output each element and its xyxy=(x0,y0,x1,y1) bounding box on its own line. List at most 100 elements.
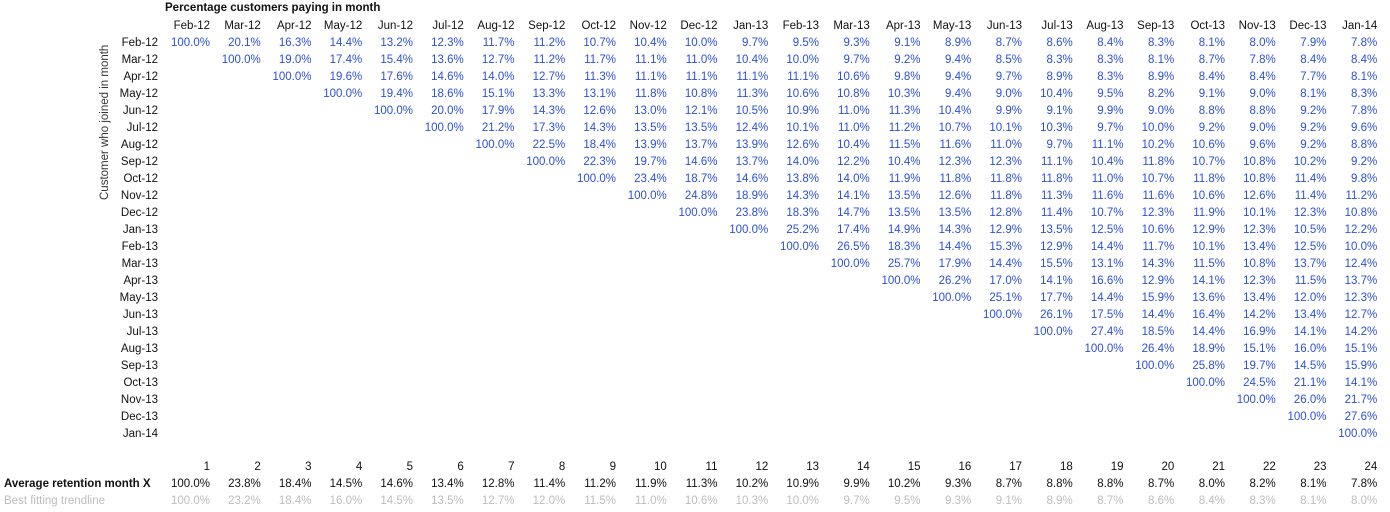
retention-cell: 10.8% xyxy=(1243,173,1276,185)
row-header: Apr-12 xyxy=(123,71,158,83)
retention-cell: 8.3% xyxy=(1046,54,1073,66)
column-header: Jun-12 xyxy=(377,20,413,32)
retention-cell: 11.0% xyxy=(685,54,718,66)
retention-cell: 11.3% xyxy=(1040,190,1073,202)
month-number: 6 xyxy=(457,461,464,473)
average-value: 7.8% xyxy=(1351,478,1378,490)
row-header: Dec-12 xyxy=(120,207,158,219)
row-header: Nov-12 xyxy=(120,190,158,202)
trendline-value: 13.5% xyxy=(431,495,464,507)
retention-cell: 14.3% xyxy=(786,190,819,202)
retention-cell: 11.0% xyxy=(837,122,870,134)
trendline-value: 9.1% xyxy=(995,495,1022,507)
retention-cell: 9.7% xyxy=(1046,139,1073,151)
column-header: Jun-13 xyxy=(986,20,1022,32)
month-number: 3 xyxy=(305,461,312,473)
retention-cell: 7.7% xyxy=(1300,71,1327,83)
row-header: Oct-13 xyxy=(123,377,158,389)
retention-cell: 10.8% xyxy=(1243,156,1276,168)
month-number: 4 xyxy=(355,461,363,473)
row-header: Jun-12 xyxy=(122,105,158,117)
retention-cell: 10.6% xyxy=(786,88,819,100)
column-header: Jul-13 xyxy=(1041,20,1073,32)
retention-cell: 25.2% xyxy=(786,224,819,236)
retention-cell: 13.9% xyxy=(735,139,769,151)
retention-cell: 9.7% xyxy=(843,54,870,66)
average-value: 12.8% xyxy=(481,478,515,490)
retention-cell: 11.4% xyxy=(1040,207,1073,219)
retention-cell: 22.3% xyxy=(583,156,616,168)
retention-cell: 11.5% xyxy=(888,139,921,151)
retention-cell: 10.3% xyxy=(1040,122,1073,134)
retention-cell: 12.3% xyxy=(1141,207,1175,219)
retention-cell: 12.4% xyxy=(1344,258,1378,270)
retention-cell: 8.6% xyxy=(1046,37,1073,49)
retention-cell: 10.1% xyxy=(989,122,1022,134)
retention-cell: 11.7% xyxy=(584,54,616,66)
retention-cell: 14.1% xyxy=(837,190,870,202)
retention-cell: 12.2% xyxy=(837,156,870,168)
retention-cell: 13.6% xyxy=(431,54,464,66)
retention-cell: 10.4% xyxy=(735,54,769,66)
row-header: Jul-13 xyxy=(126,326,158,338)
retention-cell: 11.2% xyxy=(533,37,566,49)
retention-cell: 10.0% xyxy=(1344,241,1378,253)
average-value: 8.7% xyxy=(1148,478,1175,490)
retention-cell: 10.4% xyxy=(1040,88,1073,100)
retention-cell: 10.7% xyxy=(1192,156,1225,168)
retention-cell: 9.0% xyxy=(1249,122,1276,134)
column-header: Nov-13 xyxy=(1238,20,1276,32)
retention-cell: 11.3% xyxy=(736,88,769,100)
retention-cell: 100.0% xyxy=(982,309,1022,321)
retention-cell: 9.5% xyxy=(792,37,819,49)
retention-cell: 9.0% xyxy=(995,88,1022,100)
retention-cell: 10.7% xyxy=(583,37,616,49)
trendline-value: 8.1% xyxy=(1300,495,1327,507)
retention-cell: 17.9% xyxy=(938,258,972,270)
retention-cell: 10.0% xyxy=(684,37,718,49)
column-header: Jan-14 xyxy=(1342,20,1378,32)
retention-cell: 17.4% xyxy=(837,224,870,236)
retention-cell: 13.6% xyxy=(1192,292,1225,304)
row-header: Jul-12 xyxy=(126,122,158,134)
retention-cell: 25.1% xyxy=(989,292,1022,304)
retention-cell: 100.0% xyxy=(475,139,515,151)
retention-cell: 10.3% xyxy=(887,88,921,100)
retention-cell: 14.3% xyxy=(938,224,972,236)
retention-cell: 8.4% xyxy=(1300,54,1327,66)
retention-cell: 12.9% xyxy=(1141,275,1175,287)
retention-cell: 8.8% xyxy=(1249,105,1276,117)
retention-cell: 12.4% xyxy=(735,122,769,134)
retention-cell: 16.6% xyxy=(1090,275,1124,287)
row-header: Jun-13 xyxy=(122,309,158,321)
column-header: Sep-13 xyxy=(1137,20,1175,32)
retention-cell: 14.4% xyxy=(1090,292,1124,304)
retention-cell: 14.6% xyxy=(735,173,769,185)
retention-cell: 13.5% xyxy=(938,207,972,219)
retention-cell: 13.5% xyxy=(887,190,921,202)
retention-cell: 10.4% xyxy=(1090,156,1124,168)
retention-cell: 100.0% xyxy=(576,173,616,185)
retention-cell: 11.0% xyxy=(990,139,1022,151)
retention-cell: 14.3% xyxy=(583,122,616,134)
retention-cell: 8.2% xyxy=(1148,88,1175,100)
retention-cell: 12.7% xyxy=(481,54,515,66)
average-value: 14.6% xyxy=(380,478,413,490)
row-header: May-13 xyxy=(119,292,158,304)
retention-cell: 11.0% xyxy=(1091,173,1124,185)
retention-cell: 11.2% xyxy=(1345,190,1378,202)
average-value: 8.1% xyxy=(1300,478,1327,490)
column-header: Aug-13 xyxy=(1086,20,1124,32)
retention-cell: 12.1% xyxy=(684,105,718,117)
retention-cell: 13.5% xyxy=(887,207,921,219)
retention-cell: 100.0% xyxy=(272,71,312,83)
retention-cell: 13.7% xyxy=(735,156,769,168)
trendline-value: 23.2% xyxy=(228,495,261,507)
retention-cell: 11.2% xyxy=(533,54,566,66)
retention-cell: 8.3% xyxy=(1097,71,1124,83)
retention-cell: 8.9% xyxy=(945,37,972,49)
retention-cell: 13.8% xyxy=(786,173,819,185)
retention-cell: 11.8% xyxy=(990,190,1022,202)
retention-cell: 9.8% xyxy=(894,71,921,83)
retention-cell: 14.0% xyxy=(481,71,515,83)
